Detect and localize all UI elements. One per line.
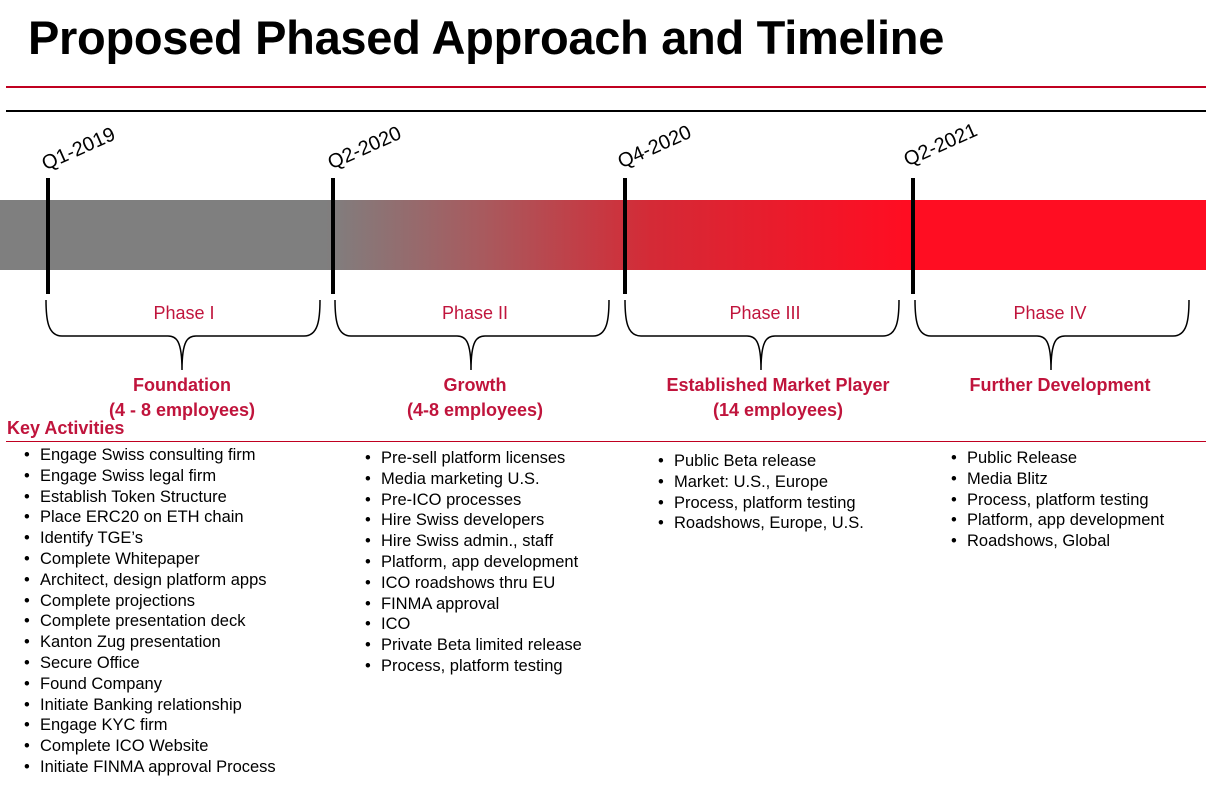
list-item: Platform, app development <box>949 510 1164 531</box>
phase-1-activities: Engage Swiss consulting firm Engage Swis… <box>22 445 276 778</box>
list-item: ICO roadshows thru EU <box>363 573 582 594</box>
phase-name: Foundation <box>133 375 231 395</box>
list-item: Process, platform testing <box>656 493 864 514</box>
list-item: Found Company <box>22 674 276 695</box>
list-item: Media marketing U.S. <box>363 469 582 490</box>
phase-name: Established Market Player <box>666 375 890 395</box>
phase-subtitle: Foundation (4 - 8 employees) <box>62 373 302 423</box>
list-item: Complete ICO Website <box>22 736 276 757</box>
phase-brace <box>624 299 900 371</box>
date-label: Q1-2019 <box>38 123 119 176</box>
phase-label: Phase IV <box>1013 303 1087 323</box>
list-item: Engage KYC firm <box>22 715 276 736</box>
phase-name: Growth <box>443 375 507 395</box>
date-label: Q2-2020 <box>324 122 405 175</box>
list-item: Process, platform testing <box>363 656 582 677</box>
list-item: ICO <box>363 614 582 635</box>
list-item: Media Blitz <box>949 469 1164 490</box>
list-item: Architect, design platform apps <box>22 570 276 591</box>
timeline-tick-4 <box>911 178 915 294</box>
phase-subtitle: Growth (4-8 employees) <box>355 373 595 423</box>
phase-brace <box>334 299 610 371</box>
list-item: Engage Swiss legal firm <box>22 466 276 487</box>
list-item: Pre-sell platform licenses <box>363 448 582 469</box>
list-item: Secure Office <box>22 653 276 674</box>
list-item: Roadshows, Global <box>949 531 1164 552</box>
timeline-tick-1 <box>46 178 50 294</box>
list-item: Public Beta release <box>656 451 864 472</box>
phase-headcount: (14 employees) <box>712 400 844 420</box>
timeline-tick-2 <box>331 178 335 294</box>
list-item: Pre-ICO processes <box>363 490 582 511</box>
list-item: Public Release <box>949 448 1164 469</box>
list-item: Platform, app development <box>363 552 582 573</box>
list-item: Establish Token Structure <box>22 487 276 508</box>
phase-subtitle: Further Development <box>935 373 1185 398</box>
timeline-top-line <box>6 110 1206 112</box>
timeline-tick-3 <box>623 178 627 294</box>
list-item: Market: U.S., Europe <box>656 472 864 493</box>
phase-label: Phase III <box>729 303 801 323</box>
phase-label: Phase I <box>153 303 215 323</box>
list-item: Roadshows, Europe, U.S. <box>656 513 864 534</box>
list-item: Initiate FINMA approval Process <box>22 757 276 778</box>
list-item: Initiate Banking relationship <box>22 695 276 716</box>
phase-subtitle: Established Market Player (14 employees) <box>642 373 914 423</box>
activities-divider <box>6 441 1206 442</box>
phase-brace <box>914 299 1190 371</box>
phase-2-activities: Pre-sell platform licenses Media marketi… <box>363 448 582 677</box>
phase-brace <box>45 299 321 371</box>
list-item: Complete Whitepaper <box>22 549 276 570</box>
key-activities-heading: Key Activities <box>7 418 125 438</box>
page-title: Proposed Phased Approach and Timeline <box>28 11 945 64</box>
list-item: Hire Swiss admin., staff <box>363 531 582 552</box>
list-item: Complete presentation deck <box>22 611 276 632</box>
date-label: Q4-2020 <box>614 121 695 174</box>
phase-headcount: (4-8 employees) <box>406 400 544 420</box>
phase-headcount: (4 - 8 employees) <box>108 400 256 420</box>
list-item: FINMA approval <box>363 594 582 615</box>
phase-4-activities: Public Release Media Blitz Process, plat… <box>949 448 1164 552</box>
phase-name: Further Development <box>969 375 1151 395</box>
list-item: Engage Swiss consulting firm <box>22 445 276 466</box>
list-item: Kanton Zug presentation <box>22 632 276 653</box>
list-item: Process, platform testing <box>949 490 1164 511</box>
list-item: Private Beta limited release <box>363 635 582 656</box>
phase-3-activities: Public Beta release Market: U.S., Europe… <box>656 451 864 534</box>
timeline-gradient-band <box>0 200 1206 270</box>
list-item: Identify TGE’s <box>22 528 276 549</box>
list-item: Place ERC20 on ETH chain <box>22 507 276 528</box>
list-item: Hire Swiss developers <box>363 510 582 531</box>
phase-label: Phase II <box>441 303 509 323</box>
title-divider <box>6 86 1206 88</box>
date-label: Q2-2021 <box>900 119 981 172</box>
list-item: Complete projections <box>22 591 276 612</box>
